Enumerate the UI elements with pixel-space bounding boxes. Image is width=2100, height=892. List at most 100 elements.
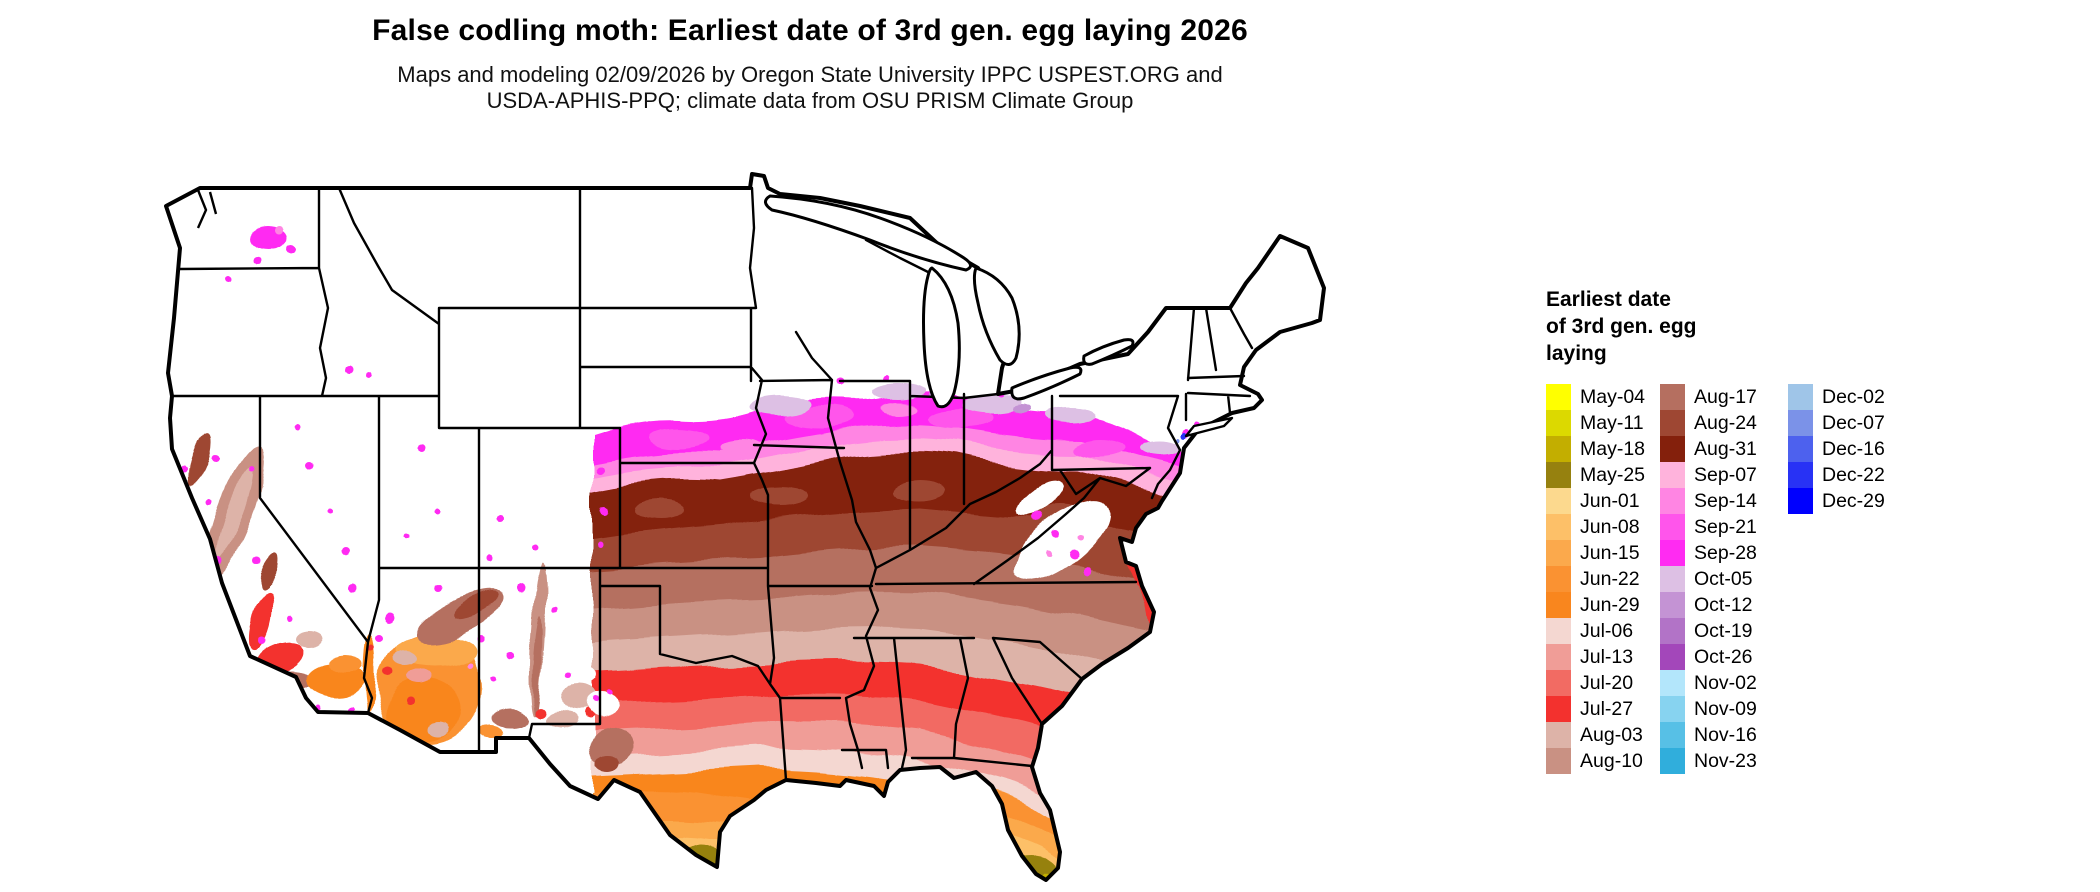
- legend-item: May-04: [1546, 384, 1645, 410]
- state-borders: [170, 186, 1254, 782]
- legend-label: Dec-22: [1822, 463, 1885, 486]
- legend-label: Jun-08: [1580, 515, 1640, 538]
- legend-label: Aug-10: [1580, 749, 1643, 772]
- lake-superior: [764, 194, 972, 272]
- legend-swatch: [1660, 592, 1685, 618]
- legend-label: Nov-02: [1694, 671, 1757, 694]
- legend: Earliest date of 3rd gen. egg laying: [1546, 286, 1697, 367]
- lake-huron: [972, 266, 1021, 366]
- legend-item: Jun-22: [1546, 566, 1645, 592]
- legend-swatch: [1546, 566, 1571, 592]
- legend-item: Sep-14: [1660, 488, 1757, 514]
- legend-swatch: [1546, 670, 1571, 696]
- legend-label: Jun-29: [1580, 593, 1640, 616]
- legend-item: Jul-13: [1546, 644, 1645, 670]
- legend-item: Jun-15: [1546, 540, 1645, 566]
- page-subtitle: Maps and modeling 02/09/2026 by Oregon S…: [0, 62, 1620, 114]
- legend-item: Jun-29: [1546, 592, 1645, 618]
- map-header: False codling moth: Earliest date of 3rd…: [0, 14, 1620, 114]
- legend-item: Dec-16: [1788, 436, 1885, 462]
- legend-label: Dec-16: [1822, 437, 1885, 460]
- legend-title-line-1: Earliest date: [1546, 288, 1671, 311]
- legend-label: May-11: [1580, 411, 1644, 434]
- legend-item: Oct-12: [1660, 592, 1757, 618]
- legend-label: May-18: [1580, 437, 1646, 460]
- legend-swatch: [1660, 670, 1685, 696]
- legend-label: Nov-23: [1694, 749, 1757, 772]
- legend-item: Sep-28: [1660, 540, 1757, 566]
- legend-item: May-25: [1546, 462, 1645, 488]
- legend-label: Nov-16: [1694, 723, 1757, 746]
- legend-item: Aug-17: [1660, 384, 1757, 410]
- legend-swatch: [1546, 618, 1571, 644]
- legend-item: Nov-16: [1660, 722, 1757, 748]
- great-lakes: [764, 194, 1135, 409]
- legend-swatch: [1546, 592, 1571, 618]
- legend-column-2: Aug-17 Aug-24 Aug-31 Sep-07 Sep-14 Sep-21 Sep-…: [1660, 384, 1757, 774]
- legend-label: Aug-24: [1694, 411, 1757, 434]
- legend-item: Oct-05: [1660, 566, 1757, 592]
- legend-swatch: [1546, 540, 1571, 566]
- legend-label: Sep-21: [1694, 515, 1757, 538]
- legend-swatch: [1788, 488, 1813, 514]
- legend-swatch: [1788, 410, 1813, 436]
- legend-label: Jul-06: [1580, 619, 1634, 642]
- legend-swatch: [1660, 618, 1685, 644]
- legend-item: Dec-02: [1788, 384, 1885, 410]
- legend-item: Dec-22: [1788, 462, 1885, 488]
- legend-label: Jun-15: [1580, 541, 1640, 564]
- subtitle-line-2: USDA-APHIS-PPQ; climate data from OSU PR…: [486, 88, 1134, 113]
- legend-item: Dec-29: [1788, 488, 1885, 514]
- legend-item: Dec-07: [1788, 410, 1885, 436]
- legend-swatch: [1660, 514, 1685, 540]
- legend-label: Oct-05: [1694, 567, 1753, 590]
- legend-title: Earliest date of 3rd gen. egg laying: [1546, 286, 1697, 367]
- legend-swatch: [1660, 566, 1685, 592]
- legend-item: Jul-27: [1546, 696, 1645, 722]
- legend-swatch: [1546, 514, 1571, 540]
- legend-swatch: [1660, 462, 1685, 488]
- legend-swatch: [1546, 462, 1571, 488]
- legend-label: Jul-13: [1580, 645, 1634, 668]
- legend-item: Oct-26: [1660, 644, 1757, 670]
- legend-item: Jul-06: [1546, 618, 1645, 644]
- legend-column-1: May-04 May-11 May-18 May-25 Jun-01 Jun-08 Jun-…: [1546, 384, 1645, 774]
- legend-swatch: [1660, 436, 1685, 462]
- legend-swatch: [1660, 748, 1685, 774]
- legend-swatch: [1546, 488, 1571, 514]
- legend-swatch: [1546, 410, 1571, 436]
- legend-swatch: [1546, 436, 1571, 462]
- legend-item: Sep-07: [1660, 462, 1757, 488]
- legend-item: May-11: [1546, 410, 1645, 436]
- legend-label: Jul-27: [1580, 697, 1634, 720]
- legend-item: Aug-03: [1546, 722, 1645, 748]
- us-map: [164, 172, 1326, 882]
- legend-swatch: [1660, 384, 1685, 410]
- legend-swatch: [1788, 436, 1813, 462]
- legend-item: Oct-19: [1660, 618, 1757, 644]
- legend-label: Jul-20: [1580, 671, 1634, 694]
- legend-label: Aug-31: [1694, 437, 1757, 460]
- legend-swatch: [1546, 748, 1571, 774]
- lake-erie: [1010, 365, 1083, 401]
- legend-item: Jul-20: [1546, 670, 1645, 696]
- legend-label: Jun-22: [1580, 567, 1640, 590]
- legend-item: Jun-08: [1546, 514, 1645, 540]
- puget-sound: [196, 189, 218, 229]
- legend-label: Dec-07: [1822, 411, 1885, 434]
- legend-swatch: [1546, 722, 1571, 748]
- legend-label: Dec-29: [1822, 489, 1885, 512]
- legend-swatch: [1660, 410, 1685, 436]
- legend-item: Aug-10: [1546, 748, 1645, 774]
- legend-swatch: [1546, 384, 1571, 410]
- long-island: [1184, 416, 1234, 438]
- legend-item: Nov-02: [1660, 670, 1757, 696]
- legend-item: Jun-01: [1546, 488, 1645, 514]
- legend-label: Oct-19: [1694, 619, 1753, 642]
- legend-item: Aug-24: [1660, 410, 1757, 436]
- legend-item: Nov-09: [1660, 696, 1757, 722]
- legend-swatch: [1788, 462, 1813, 488]
- lake-michigan: [922, 266, 961, 409]
- legend-swatch: [1660, 696, 1685, 722]
